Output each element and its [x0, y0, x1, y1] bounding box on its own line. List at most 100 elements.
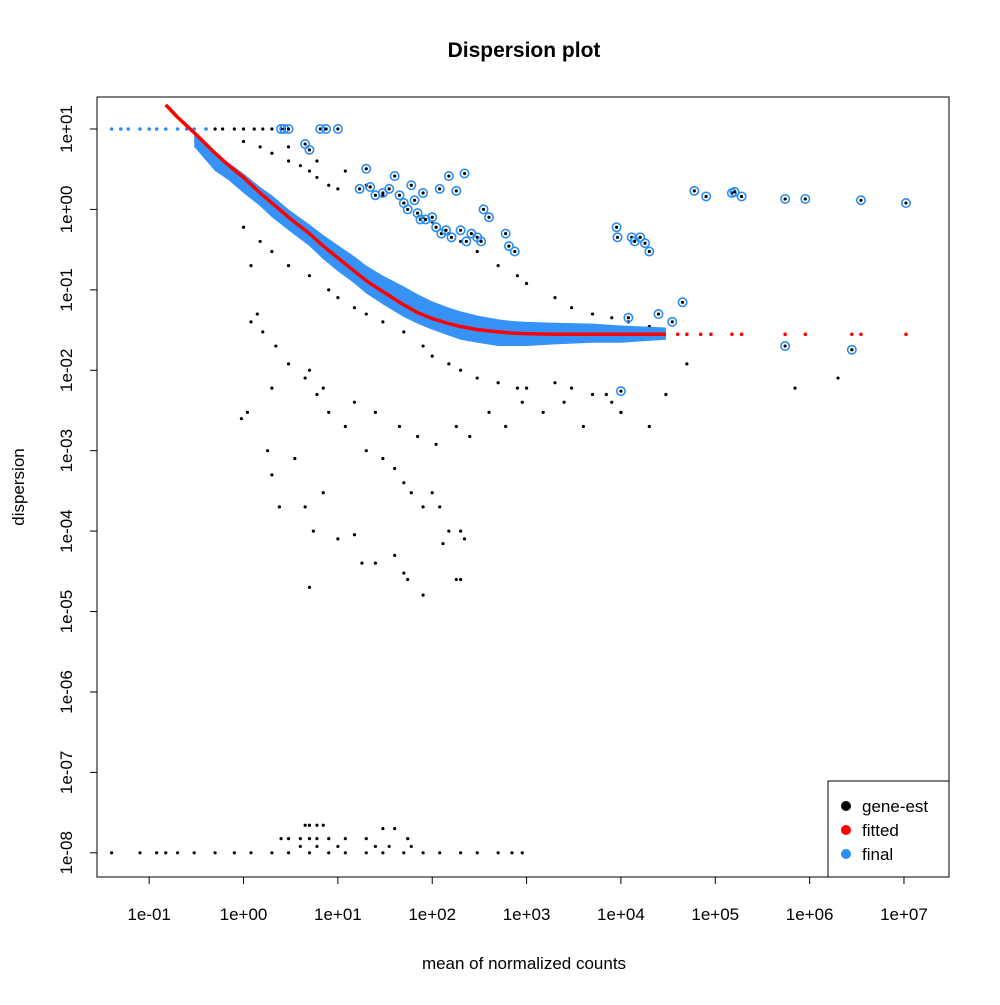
gene-est-point [343, 169, 347, 173]
gene-est-point [245, 410, 250, 414]
final-outlier-ring [509, 246, 520, 257]
gene-est-point [364, 837, 368, 841]
final-outlier-point [513, 249, 517, 254]
gene-est-point [232, 851, 236, 855]
final-point [163, 127, 168, 131]
gene-est-point [430, 354, 434, 358]
gene-est-point [303, 376, 307, 380]
x-tick-label: 1e+07 [880, 905, 928, 924]
gene-est-point [241, 225, 246, 229]
gene-est-point [504, 424, 508, 429]
gene-est-point [685, 362, 689, 366]
fitted-point [783, 332, 787, 337]
gene-est-point [447, 529, 451, 533]
legend-marker-fitted [841, 825, 851, 835]
legend: gene-est fitted final [827, 780, 950, 878]
final-outlier-point [412, 198, 417, 202]
gene-est-point [255, 312, 259, 316]
gene-est-point [541, 410, 545, 414]
final-outlier-ring [500, 228, 511, 239]
final-outlier-point [850, 348, 854, 352]
gene-est-point [496, 851, 500, 855]
x-tick-label: 1e+03 [503, 905, 551, 924]
gene-est-point [604, 392, 608, 397]
final-outlier-point [364, 167, 368, 171]
gene-est-point [475, 376, 479, 380]
gene-est-point [270, 851, 274, 855]
gene-est-point [303, 823, 307, 827]
gene-est-point [421, 505, 425, 509]
gene-est-point [307, 851, 312, 855]
gene-est-point [261, 330, 265, 334]
x-tick-label: 1e+05 [691, 905, 739, 924]
final-outlier-ring [389, 171, 400, 182]
gene-est-point [343, 851, 347, 855]
final-outlier-ring [478, 204, 489, 215]
final-outlier-point [393, 174, 397, 178]
plot-frame [96, 96, 950, 878]
gene-est-point [286, 145, 291, 149]
final-outlier-point [904, 201, 908, 205]
gene-est-point [510, 851, 514, 855]
gene-est-point [515, 386, 520, 390]
final-outlier-ring [451, 185, 462, 196]
fitted-point [730, 332, 734, 337]
gene-est-point [381, 826, 385, 831]
final-outlier-ring [640, 238, 651, 249]
gene-est-point [343, 837, 347, 841]
final-outlier-point [397, 193, 402, 197]
gene-est-point [343, 424, 347, 429]
fitted-point [850, 332, 854, 337]
final-outlier-ring [304, 144, 315, 155]
final-outlier-ring [846, 344, 857, 355]
final-outlier-point [487, 215, 491, 219]
gene-est-point [569, 386, 574, 390]
gene-est-point [321, 491, 325, 495]
gene-est-point [286, 264, 291, 268]
gene-est-point [249, 264, 253, 268]
gene-est-point [220, 127, 225, 131]
gene-est-point [164, 851, 168, 855]
gene-est-point [307, 368, 312, 372]
final-point [154, 127, 159, 131]
gene-est-point [520, 851, 524, 855]
final-outlier-point [454, 189, 458, 193]
gene-est-point [459, 851, 463, 855]
final-outlier-ring [689, 185, 700, 196]
gene-est-point [524, 386, 529, 390]
final-outlier-point [303, 142, 307, 146]
final-point [175, 127, 180, 131]
gene-est-point [364, 449, 368, 453]
final-outlier-point [643, 241, 647, 245]
final-outlier-point [462, 171, 467, 176]
final-outlier-point [692, 189, 696, 193]
gene-est-point [307, 837, 312, 841]
gene-est-point [327, 288, 331, 292]
gene-est-point [406, 577, 410, 582]
gene-est-point [373, 844, 378, 849]
gene-est-point [303, 505, 307, 509]
gene-est-point [321, 823, 325, 827]
y-axis: 1e-08 1e-07 1e-06 1e-05 1e-04 1e-03 1e-02 1e-01… [57, 105, 97, 875]
gene-est-point [327, 183, 331, 187]
x-tick-label: 1e+01 [314, 905, 362, 924]
final-outlier-ring [635, 232, 646, 243]
final-outlier-ring [701, 191, 712, 202]
legend-label-fitted: fitted [862, 821, 899, 840]
gene-est-point [590, 312, 595, 316]
y-tick-label: 1e+01 [57, 105, 76, 153]
final-outlier-point [615, 225, 619, 229]
final-outlier-point [434, 225, 438, 229]
final-outlier-point [402, 201, 406, 205]
gene-est-point [213, 127, 217, 131]
final-outlier-point [647, 249, 651, 254]
gene-est-point [438, 851, 442, 855]
gene-est-point [647, 424, 651, 429]
series-fitted [164, 103, 908, 337]
final-outlier-ring [484, 212, 495, 223]
gene-est-point [138, 851, 142, 855]
final-outlier-ring [441, 225, 452, 236]
gene-est-point [664, 392, 668, 397]
y-tick-label: 1e-02 [57, 349, 76, 392]
gene-est-point [459, 529, 463, 533]
